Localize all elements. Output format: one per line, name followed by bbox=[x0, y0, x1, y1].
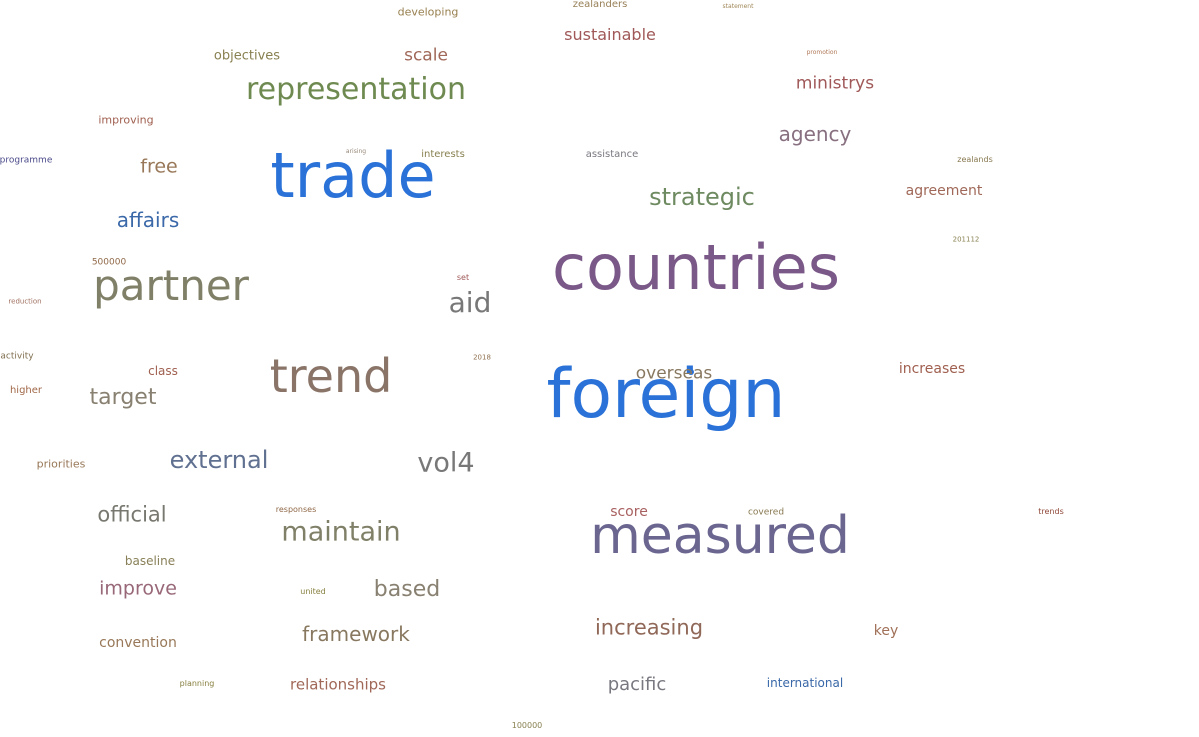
word: framework bbox=[302, 622, 410, 646]
word: planning bbox=[179, 679, 215, 688]
word: foreign bbox=[546, 355, 786, 434]
word: covered bbox=[747, 507, 785, 518]
word: trends bbox=[1038, 507, 1064, 516]
word: relationships bbox=[290, 675, 386, 694]
word: strategic bbox=[649, 183, 755, 211]
word: class bbox=[148, 364, 178, 378]
word: key bbox=[873, 623, 899, 639]
word: convention bbox=[99, 635, 177, 651]
word: 100000 bbox=[511, 721, 543, 730]
word: agency bbox=[778, 122, 852, 146]
word: improve bbox=[99, 577, 177, 600]
word: score bbox=[610, 504, 648, 520]
word: increasing bbox=[594, 615, 704, 640]
word: pacific bbox=[607, 674, 667, 695]
word: countries bbox=[551, 231, 841, 304]
word: trend bbox=[269, 349, 393, 403]
word: aid bbox=[448, 286, 492, 319]
word: assistance bbox=[585, 149, 639, 160]
word: external bbox=[169, 446, 269, 474]
point-marker bbox=[688, 369, 694, 375]
word: united bbox=[300, 587, 326, 596]
word: target bbox=[89, 385, 157, 410]
word: activity bbox=[0, 351, 34, 362]
word: overseas bbox=[635, 363, 713, 384]
word: objectives bbox=[213, 48, 281, 64]
word: developing bbox=[397, 5, 459, 19]
word: set bbox=[456, 273, 470, 282]
word: zealands bbox=[957, 155, 993, 164]
word: partner bbox=[93, 261, 249, 310]
word: priorities bbox=[36, 457, 86, 471]
word: free bbox=[140, 155, 178, 178]
word: 500000 bbox=[91, 257, 127, 268]
word: official bbox=[97, 502, 167, 527]
word: higher bbox=[9, 385, 43, 396]
word: increases bbox=[898, 361, 966, 377]
word: baseline bbox=[124, 554, 176, 568]
word: vol4 bbox=[417, 447, 475, 479]
word: maintain bbox=[281, 516, 401, 548]
word: promotion bbox=[806, 49, 838, 56]
word: sustainable bbox=[564, 25, 656, 44]
word: scale bbox=[404, 45, 448, 66]
word: representation bbox=[245, 72, 467, 107]
word: zealanders bbox=[572, 0, 628, 10]
word: trade bbox=[270, 139, 436, 212]
word: ministrys bbox=[795, 73, 875, 94]
word: 2018 bbox=[473, 353, 491, 362]
word: reduction bbox=[8, 297, 42, 306]
word: statement bbox=[722, 3, 754, 10]
word: arising bbox=[345, 148, 367, 155]
word: affairs bbox=[116, 208, 180, 232]
word: programme bbox=[0, 155, 53, 166]
word: responses bbox=[275, 505, 317, 514]
word: based bbox=[373, 577, 441, 602]
word: international bbox=[766, 676, 844, 690]
word: interests bbox=[421, 149, 465, 160]
word: measured bbox=[590, 506, 850, 566]
word: 201112 bbox=[952, 235, 980, 244]
word: improving bbox=[98, 113, 154, 127]
word: agreement bbox=[905, 183, 983, 199]
